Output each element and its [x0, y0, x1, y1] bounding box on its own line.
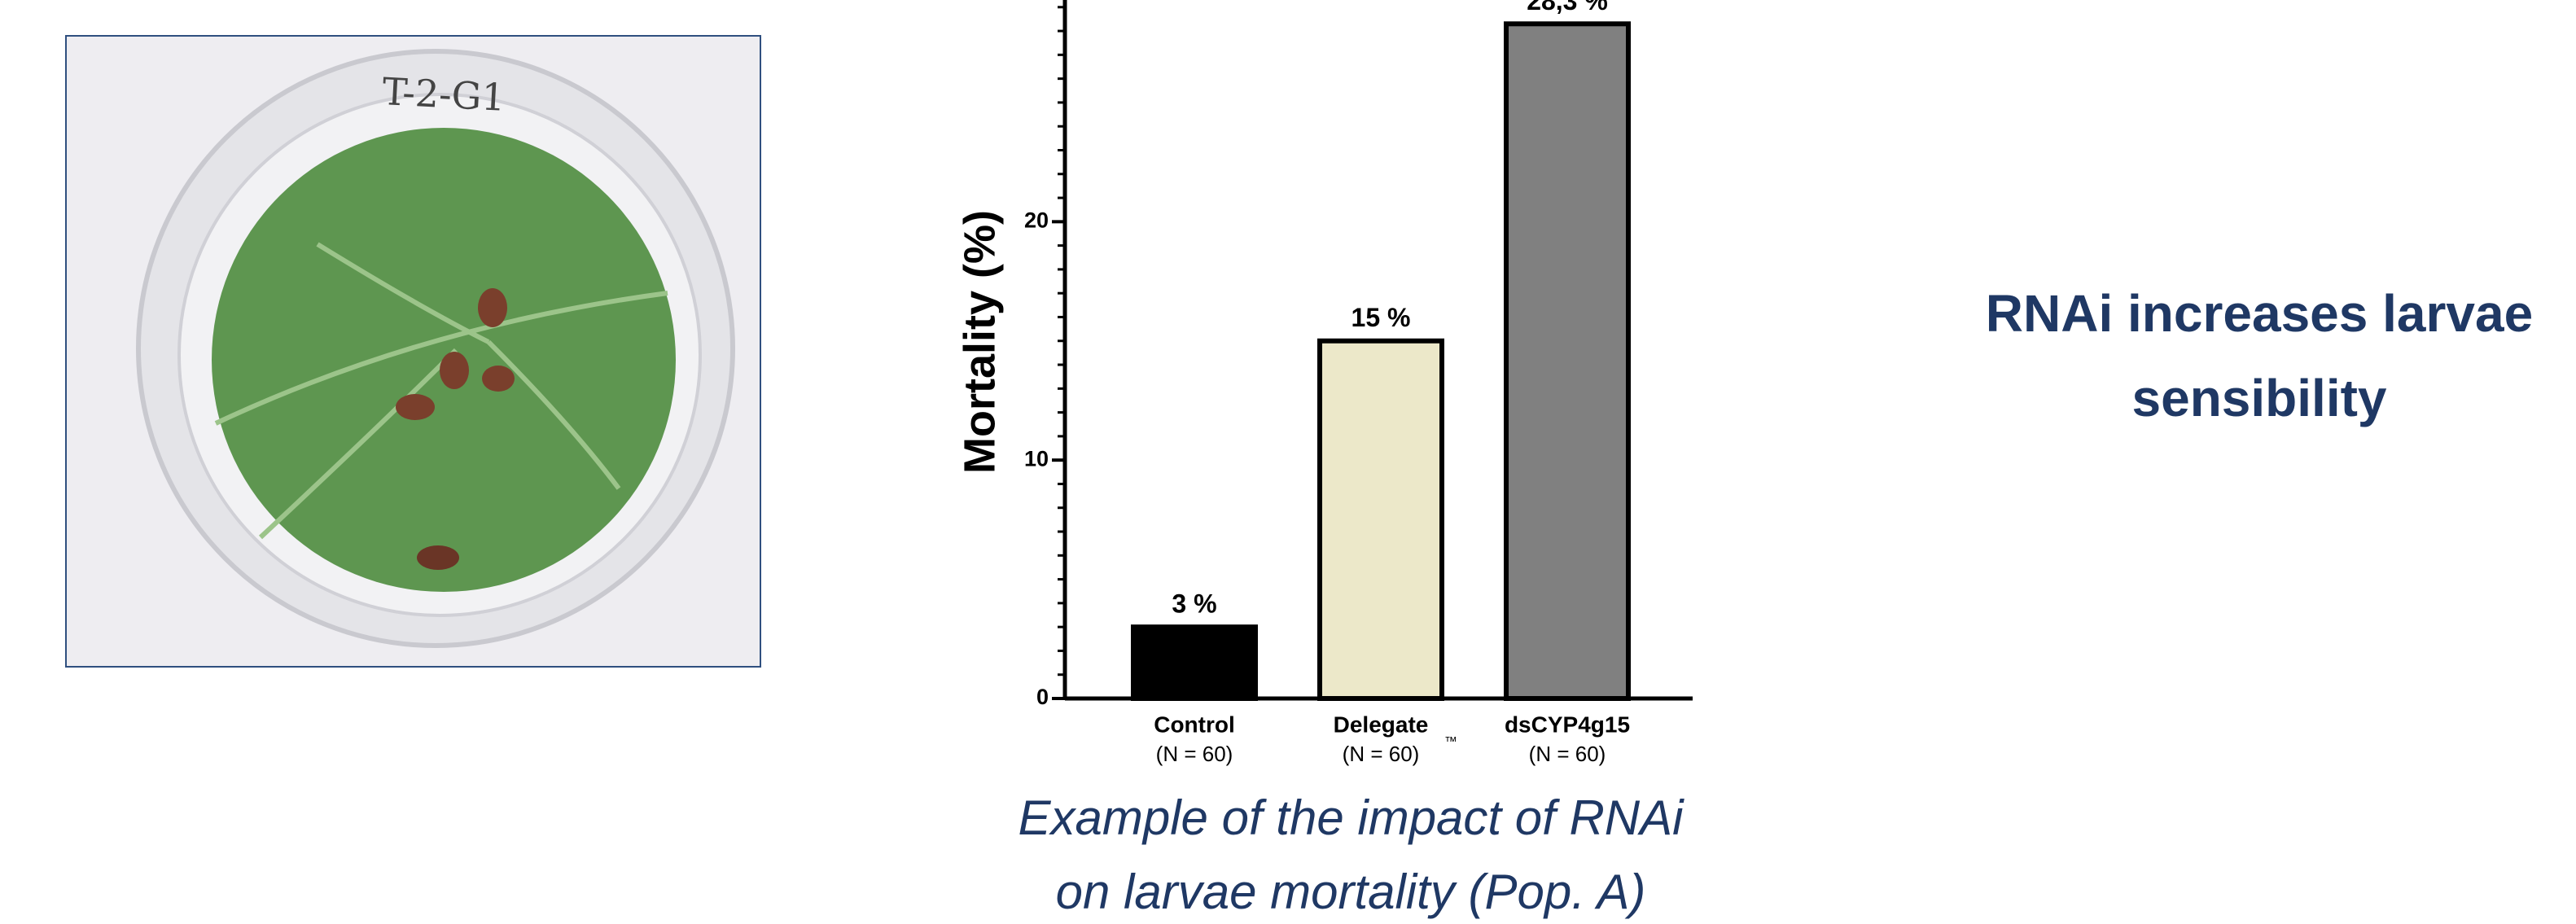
- headline: sensibility: [2132, 369, 2387, 427]
- x-tick-label: Delegate: [1334, 712, 1429, 737]
- value-label: 15 %: [1352, 303, 1411, 332]
- larva: [478, 288, 507, 327]
- caption: on larvae mortality (Pop. A): [1056, 865, 1646, 919]
- y-tick-label: 0: [1036, 685, 1049, 709]
- larva: [396, 394, 435, 420]
- photo: T-2-G1: [66, 36, 760, 667]
- y-tick-label: 20: [1024, 208, 1049, 232]
- bar: [1320, 341, 1442, 698]
- value-label: 28,3 %: [1527, 0, 1608, 15]
- bar: [1506, 24, 1628, 698]
- x-tick-label: dsCYP4g15: [1505, 712, 1630, 737]
- x-tick-note: (N = 60): [1529, 742, 1606, 766]
- larva: [440, 352, 469, 389]
- x-tick-note: (N = 60): [1343, 742, 1420, 766]
- x-tick-note: (N = 60): [1156, 742, 1233, 766]
- x-tick-label: Control: [1154, 712, 1235, 737]
- headline: RNAi increases larvae: [1986, 284, 2533, 343]
- value-label: 3 %: [1172, 589, 1216, 619]
- bar: [1133, 627, 1255, 698]
- photo-label: T-2-G1: [381, 69, 506, 120]
- chart: 0 10 20 Mortality (%) 3 % Control (N = 60) 15 %…: [955, 0, 1693, 766]
- slide: T-2-G1 0 10 20 Mortality (%) 3 % Control (N = …: [0, 0, 2576, 920]
- trademark: ™: [1444, 735, 1457, 749]
- y-axis-label: Mortality (%): [955, 210, 1004, 474]
- caption: Example of the impact of RNAi: [1018, 790, 1684, 845]
- larva: [482, 366, 515, 392]
- y-tick-label: 10: [1024, 446, 1049, 471]
- larva: [417, 545, 459, 570]
